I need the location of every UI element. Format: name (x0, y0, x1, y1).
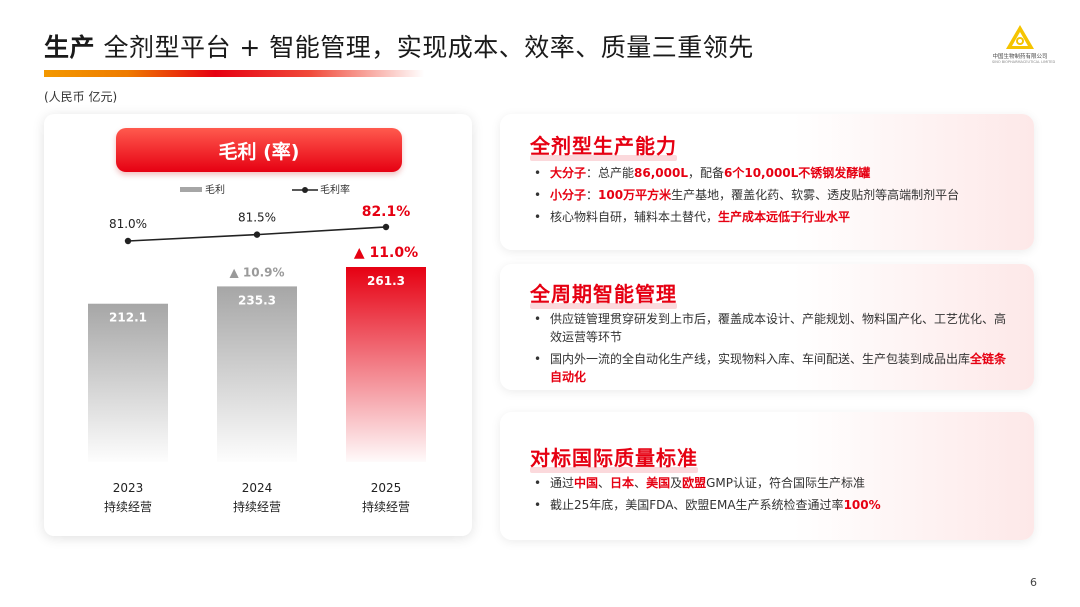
bar-gross-profit (88, 303, 168, 462)
gross-margin-point (382, 223, 390, 231)
bar-value-label: 261.3 (367, 274, 405, 288)
card-production-capacity: 全剂型生产能力 大分子：总产能86,000L，配备6个10,000L不锈钢发酵罐… (500, 114, 1034, 250)
category-year-label: 2025 (371, 481, 402, 495)
highlight-text: 中国 (574, 476, 599, 490)
title-accent-bar (44, 70, 424, 77)
bullet-item: 小分子：100万平方米生产基地，覆盖化药、软雾、透皮贴剂等高端制剂平台 (532, 186, 1014, 204)
bullet-text: 供应链管理贯穿研发到上市后，覆盖成本设计、产能规划、物料国产化、工艺优化、高效运… (550, 312, 1007, 344)
bullet-text: ：总产能 (586, 166, 635, 180)
logo-company-en: SINO BIOPHARMACEUTICAL LIMITED (992, 60, 1056, 64)
card-title: 全周期智能管理 (530, 278, 677, 309)
category-sub-label: 持续经营 (362, 499, 410, 514)
page-title: 生产 全剂型平台 + 智能管理，实现成本、效率、质量三重领先 (44, 33, 754, 62)
company-logo: 中国生物制药有限公司 SINO BIOPHARMACEUTICAL LIMITE… (992, 24, 1056, 72)
bar-gross-profit (217, 286, 297, 462)
legend-label-gross-margin: 毛利率 (320, 183, 350, 196)
growth-label: ▲ 11.0% (354, 245, 418, 261)
bullet-text: 核心物料自研，辅料本土替代， (550, 210, 719, 224)
card-quality-standards: 对标国际质量标准 通过中国、日本、美国及欧盟GMP认证，符合国际生产标准截止25… (500, 412, 1034, 540)
gross-margin-label: 82.1% (362, 204, 411, 220)
highlight-text: 生产成本远低于行业水平 (718, 210, 851, 224)
card-bullets: 通过中国、日本、美国及欧盟GMP认证，符合国际生产标准截止25年底，美国FDA、… (532, 474, 1014, 518)
logo-company-cn: 中国生物制药有限公司 (992, 54, 1048, 60)
highlight-text: 大分子 (550, 166, 587, 180)
highlight-text: 全链条自动化 (550, 352, 1007, 384)
unit-label: (人民币 亿元) (44, 90, 118, 104)
card-smart-management: 全周期智能管理 供应链管理贯穿研发到上市后，覆盖成本设计、产能规划、物料国产化、… (500, 264, 1034, 390)
bar-value-label: 212.1 (109, 311, 147, 325)
card-bullets: 供应链管理贯穿研发到上市后，覆盖成本设计、产能规划、物料国产化、工艺优化、高效运… (532, 310, 1014, 390)
bullet-item: 大分子：总产能86,000L，配备6个10,000L不锈钢发酵罐 (532, 164, 1014, 182)
highlight-text: 100% (843, 498, 881, 512)
bar-gross-profit (346, 267, 426, 462)
bullet-item: 核心物料自研，辅料本土替代，生产成本远低于行业水平 (532, 208, 1014, 226)
card-title: 对标国际质量标准 (530, 442, 698, 473)
highlight-text: 6个10,000L不锈钢发酵罐 (724, 166, 871, 180)
bullet-text: GMP认证，符合国际生产标准 (706, 476, 866, 490)
bullet-text: 及 (670, 476, 683, 490)
bullet-item: 通过中国、日本、美国及欧盟GMP认证，符合国际生产标准 (532, 474, 1014, 492)
logo-triangle-icon (1006, 25, 1034, 49)
bullet-item: 供应链管理贯穿研发到上市后，覆盖成本设计、产能规划、物料国产化、工艺优化、高效运… (532, 310, 1014, 346)
highlight-text: 日本 (610, 476, 635, 490)
gross-margin-label: 81.5% (238, 211, 276, 225)
legend-label-gross-profit: 毛利 (205, 184, 225, 196)
category-sub-label: 持续经营 (104, 499, 152, 514)
category-year-label: 2023 (113, 481, 144, 495)
highlight-text: 小分子 (550, 188, 587, 202)
bullet-text: 生产基地，覆盖化药、软雾、透皮贴剂等高端制剂平台 (671, 188, 960, 202)
gross-margin-point (124, 237, 132, 245)
category-sub-label: 持续经营 (233, 499, 281, 514)
category-year-label: 2024 (242, 481, 273, 495)
bullet-text: ，配备 (687, 166, 724, 180)
card-title: 全剂型生产能力 (530, 130, 677, 161)
bullet-text: 、 (634, 476, 647, 490)
growth-label: ▲ 10.9% (229, 265, 284, 279)
highlight-text: 86,000L (634, 166, 688, 180)
bullet-text: 、 (598, 476, 611, 490)
card-bullets: 大分子：总产能86,000L，配备6个10,000L不锈钢发酵罐小分子：100万… (532, 164, 1014, 230)
bullet-text: 通过 (550, 476, 575, 490)
bullet-text: ： (586, 188, 599, 202)
legend-marker-gross-margin (302, 187, 308, 193)
bullet-text: 国内外一流的全自动化生产线，实现物料入库、车间配送、生产包装到成品出库 (550, 352, 971, 366)
gross-margin-point (253, 231, 261, 238)
highlight-text: 美国 (646, 476, 671, 490)
bullet-item: 截止25年底，美国FDA、欧盟EMA生产系统检查通过率100% (532, 496, 1014, 514)
bullet-text: 截止25年底，美国FDA、欧盟EMA生产系统检查通过率 (550, 498, 844, 512)
page-number: 6 (1030, 576, 1037, 589)
highlight-text: 欧盟 (682, 476, 707, 490)
legend-swatch-gross-profit (180, 187, 202, 192)
bullet-item: 国内外一流的全自动化生产线，实现物料入库、车间配送、生产包装到成品出库全链条自动… (532, 350, 1014, 386)
chart-header: 毛利 (率) (116, 128, 402, 172)
highlight-text: 100万平方米 (598, 188, 672, 202)
bar-value-label: 235.3 (238, 293, 276, 307)
gross-margin-label: 81.0% (109, 217, 147, 231)
